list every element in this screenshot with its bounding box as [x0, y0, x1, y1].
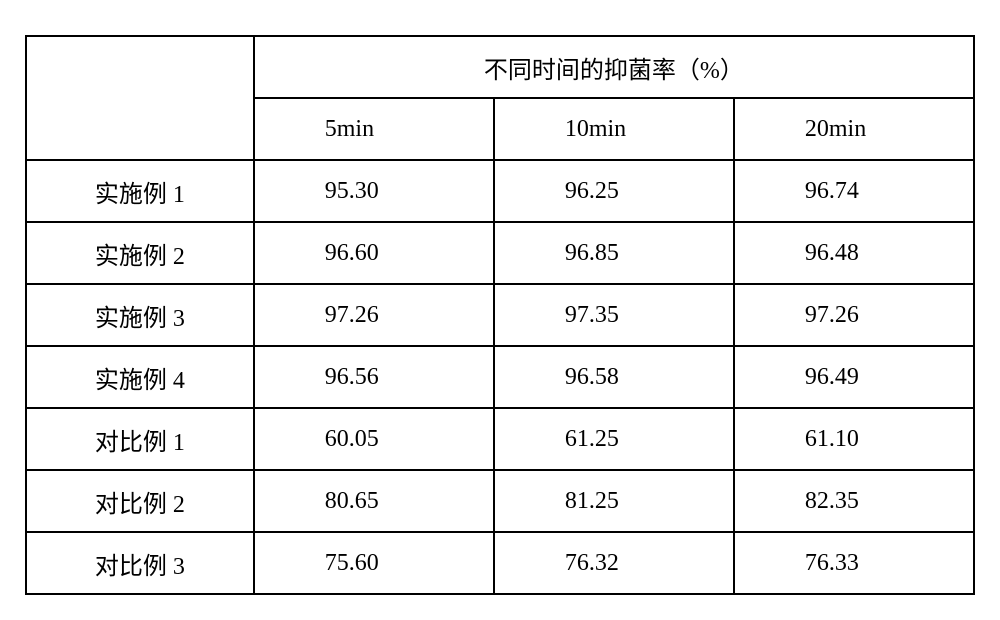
data-cell: 76.32 — [494, 532, 734, 594]
data-cell: 97.26 — [254, 284, 494, 346]
data-cell: 96.58 — [494, 346, 734, 408]
data-cell: 81.25 — [494, 470, 734, 532]
table-row: 对比例 3 75.60 76.32 76.33 — [26, 532, 974, 594]
table-row: 实施例 2 96.60 96.85 96.48 — [26, 222, 974, 284]
row-label: 实施例 3 — [26, 284, 254, 346]
row-label: 实施例 2 — [26, 222, 254, 284]
table-row: 对比例 1 60.05 61.25 61.10 — [26, 408, 974, 470]
data-cell: 76.33 — [734, 532, 974, 594]
data-cell: 96.49 — [734, 346, 974, 408]
data-cell: 96.74 — [734, 160, 974, 222]
data-cell: 97.26 — [734, 284, 974, 346]
data-cell: 97.35 — [494, 284, 734, 346]
data-cell: 96.56 — [254, 346, 494, 408]
table-row: 实施例 1 95.30 96.25 96.74 — [26, 160, 974, 222]
data-cell: 96.25 — [494, 160, 734, 222]
data-cell: 96.60 — [254, 222, 494, 284]
data-cell: 82.35 — [734, 470, 974, 532]
table-row: 实施例 4 96.56 96.58 96.49 — [26, 346, 974, 408]
table-row: 实施例 3 97.26 97.35 97.26 — [26, 284, 974, 346]
row-label: 实施例 4 — [26, 346, 254, 408]
header-title: 不同时间的抑菌率（%） — [254, 36, 974, 98]
header-empty — [26, 36, 254, 160]
subheader-5min: 5min — [254, 98, 494, 160]
subheader-20min: 20min — [734, 98, 974, 160]
data-cell: 80.65 — [254, 470, 494, 532]
data-cell: 95.30 — [254, 160, 494, 222]
row-label: 对比例 1 — [26, 408, 254, 470]
data-cell: 96.85 — [494, 222, 734, 284]
table-container: 不同时间的抑菌率（%） 5min 10min 20min 实施例 1 95.30… — [0, 0, 1000, 620]
data-cell: 96.48 — [734, 222, 974, 284]
table-row: 对比例 2 80.65 81.25 82.35 — [26, 470, 974, 532]
header-row-1: 不同时间的抑菌率（%） — [26, 36, 974, 98]
antibacterial-rate-table: 不同时间的抑菌率（%） 5min 10min 20min 实施例 1 95.30… — [25, 35, 975, 595]
row-label: 对比例 3 — [26, 532, 254, 594]
row-label: 对比例 2 — [26, 470, 254, 532]
data-cell: 60.05 — [254, 408, 494, 470]
data-cell: 61.10 — [734, 408, 974, 470]
row-label: 实施例 1 — [26, 160, 254, 222]
data-cell: 75.60 — [254, 532, 494, 594]
data-cell: 61.25 — [494, 408, 734, 470]
subheader-10min: 10min — [494, 98, 734, 160]
